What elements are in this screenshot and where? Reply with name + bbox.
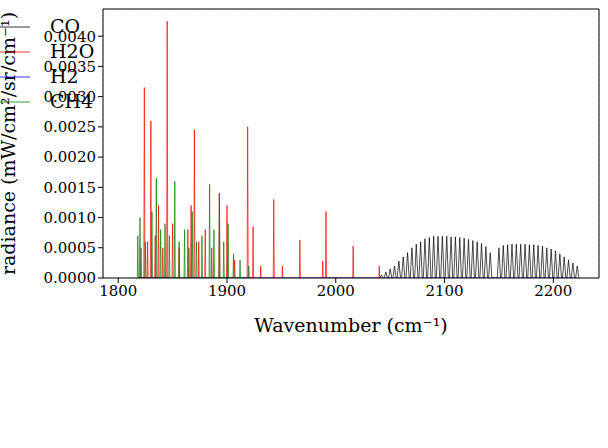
svg-text:radiance (mW/cm²/sr/cm⁻¹): radiance (mW/cm²/sr/cm⁻¹) xyxy=(8,12,19,275)
svg-text:0.0040: 0.0040 xyxy=(44,28,97,46)
svg-text:0.0030: 0.0030 xyxy=(44,88,97,106)
svg-text:0.0035: 0.0035 xyxy=(44,58,97,76)
svg-text:1800: 1800 xyxy=(99,282,137,300)
svg-text:Wavenumber (cm⁻¹): Wavenumber (cm⁻¹) xyxy=(254,314,447,336)
svg-text:2200: 2200 xyxy=(534,282,572,300)
svg-text:2000: 2000 xyxy=(317,282,355,300)
svg-text:0.0005: 0.0005 xyxy=(44,239,97,257)
svg-text:2100: 2100 xyxy=(425,282,463,300)
svg-text:0.0010: 0.0010 xyxy=(44,209,97,227)
svg-text:0.0025: 0.0025 xyxy=(44,118,97,136)
svg-text:1900: 1900 xyxy=(208,282,246,300)
svg-text:0.0020: 0.0020 xyxy=(44,148,97,166)
svg-text:0.0000: 0.0000 xyxy=(44,269,97,287)
svg-text:0.0015: 0.0015 xyxy=(44,179,97,197)
